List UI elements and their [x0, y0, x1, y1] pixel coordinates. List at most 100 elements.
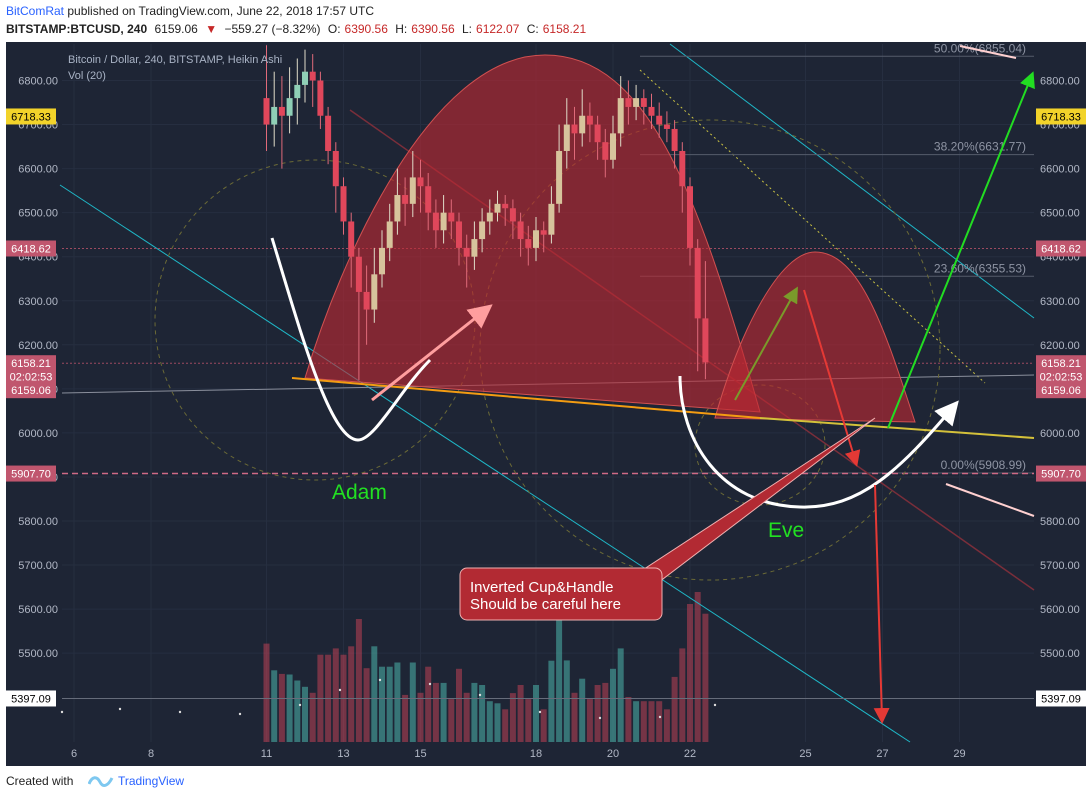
- y-tick-label-left: 6800.00: [18, 76, 58, 88]
- candle-body: [656, 115, 663, 125]
- volume-bar: [355, 619, 362, 742]
- author-link[interactable]: BitComRat: [6, 4, 65, 18]
- volume-bar: [425, 666, 432, 742]
- price-tag: [1036, 465, 1086, 482]
- volume-bar: [517, 685, 524, 742]
- low-value: 6122.07: [476, 22, 520, 36]
- volume-bar: [671, 676, 678, 742]
- tradingview-link[interactable]: TradingView: [118, 774, 185, 788]
- candle-body: [517, 221, 524, 240]
- created-with-text: Created with: [6, 774, 74, 788]
- y-tick-label-right: 6200.00: [1040, 340, 1080, 352]
- volume-label: Vol (20): [68, 70, 106, 82]
- chart-title: Bitcoin / Dollar, 240, BITSTAMP, Heikin …: [68, 54, 283, 66]
- volume-bar: [479, 685, 486, 742]
- price-tag: [6, 382, 56, 399]
- volume-bar: [302, 686, 308, 742]
- eve-label: Eve: [768, 519, 804, 542]
- tradingview-logo-icon: [88, 776, 114, 787]
- price-tag-label: 5397.09: [11, 693, 51, 705]
- candle-body: [371, 274, 378, 310]
- candle-body: [286, 98, 293, 116]
- volume-bar: [548, 660, 555, 742]
- callout-line2: Should be careful here: [470, 596, 621, 613]
- candle-body: [563, 124, 570, 151]
- price-tag-label: 5907.70: [11, 469, 51, 481]
- candle-body: [386, 221, 393, 248]
- price-tag: [1036, 368, 1086, 385]
- y-tick-label-right: 6800.00: [1040, 76, 1080, 88]
- candle-body: [533, 230, 539, 248]
- candle-body: [278, 106, 285, 116]
- candle-body: [556, 150, 563, 204]
- x-tick-label: 13: [337, 748, 349, 760]
- candle-body: [586, 115, 593, 125]
- close-value: 6158.21: [542, 22, 587, 36]
- candle-body: [625, 98, 632, 107]
- x-tick-label: 25: [799, 748, 811, 760]
- y-tick-label-left: 6600.00: [18, 164, 58, 176]
- volume-bar: [640, 701, 647, 742]
- y-tick-label-right: 6300.00: [1040, 296, 1080, 308]
- olive-arrow-up: [734, 286, 798, 401]
- y-tick-label-right: 6600.00: [1040, 164, 1080, 176]
- volume-ma-dot: [428, 682, 432, 686]
- candle-body: [302, 71, 308, 85]
- open-value: 6390.56: [344, 22, 388, 36]
- volume-bar: [525, 699, 532, 742]
- handle-shape: [714, 251, 916, 423]
- y-tick-label-right: 5700.00: [1040, 560, 1080, 572]
- volume-bar: [702, 613, 709, 742]
- drawings-back: 50.00%(6855.04) 38.20%(6631.77) 23.60%(635…: [59, 42, 1035, 743]
- candle-body: [463, 247, 470, 257]
- candle-body: [702, 318, 709, 363]
- volume-bar: [486, 701, 493, 742]
- volume-bar: [509, 693, 516, 742]
- candle-body: [579, 115, 586, 134]
- price-tag-label: 6718.33: [11, 111, 51, 123]
- volume-bar: [348, 646, 355, 742]
- price-tag: [6, 355, 56, 372]
- volume-bar: [278, 673, 285, 742]
- y-tick-label-left: 6200.00: [18, 340, 58, 352]
- volume-bar: [332, 648, 339, 742]
- publish-info: BitComRat published on TradingView.com, …: [6, 4, 374, 18]
- candle-body: [486, 212, 493, 222]
- price-tag-label: 6158.21: [1041, 358, 1081, 370]
- chart-area[interactable]: 50.00%(6855.04) 38.20%(6631.77) 23.60%(635…: [6, 42, 1086, 766]
- candle-body: [417, 177, 424, 187]
- price-chart[interactable]: 50.00%(6855.04) 38.20%(6631.77) 23.60%(635…: [6, 42, 1086, 766]
- close-label: C:: [526, 22, 539, 36]
- candle-body: [617, 98, 624, 134]
- volume-bar: [610, 668, 616, 742]
- price-labels: 6718.33 6718.33 6418.62 6418.62 6158.21 6158.…: [6, 108, 1086, 707]
- candle-body: [456, 221, 462, 248]
- candle-body: [610, 133, 616, 160]
- volume-bar: [648, 701, 655, 742]
- volume-bar: [263, 643, 270, 742]
- x-tick-label: 22: [684, 748, 696, 760]
- candle-body: [332, 150, 339, 187]
- candle-body: [440, 212, 447, 231]
- pink-line-right: [945, 483, 1035, 517]
- price-tag: [6, 465, 56, 482]
- volume-bar: [533, 685, 539, 742]
- volume-bar: [556, 616, 563, 742]
- volume-bar: [463, 692, 470, 742]
- volume-bar: [540, 709, 547, 742]
- volume-bar: [687, 604, 693, 742]
- y-tick-label-left: 6300.00: [18, 296, 58, 308]
- chart-header: BitComRat published on TradingView.com, …: [0, 0, 1092, 44]
- candle-body: [355, 256, 362, 292]
- volume-bar: [563, 660, 570, 742]
- volume-ma-dot: [538, 710, 542, 714]
- volume-ma-dot: [238, 712, 242, 716]
- volume-bar: [386, 666, 393, 742]
- candle-body: [309, 71, 316, 81]
- volume-bar: [409, 662, 416, 742]
- adam-curve: [270, 237, 432, 442]
- green-arrow-up: [887, 71, 1035, 429]
- candle-body: [671, 128, 678, 151]
- x-tick-label: 29: [953, 748, 965, 760]
- volume-ma-dot: [118, 707, 122, 711]
